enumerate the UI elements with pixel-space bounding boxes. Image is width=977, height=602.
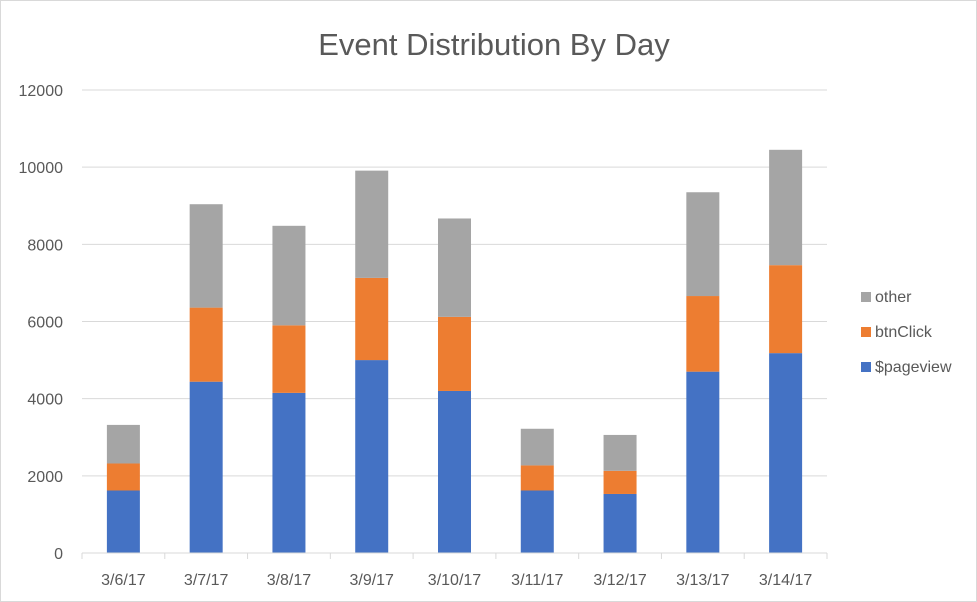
legend-swatch xyxy=(861,327,871,337)
bar-segment-btnclick xyxy=(438,316,471,391)
bar-segment-btnclick xyxy=(355,277,389,361)
x-tick-label: 3/14/17 xyxy=(759,572,812,589)
x-tick-label: 3/13/17 xyxy=(676,572,729,589)
bar-segment-other xyxy=(603,434,637,471)
legend: other btnClick $pageview xyxy=(861,289,952,376)
legend-label: $pageview xyxy=(875,359,952,376)
bar-segment-btnclick xyxy=(603,470,637,494)
y-axis-ticks: 0 2000 4000 6000 8000 10000 12000 xyxy=(19,83,64,563)
bar-segment-btnclick xyxy=(686,296,720,372)
x-axis xyxy=(81,552,828,559)
bar-segment-btnclick xyxy=(272,325,306,393)
bar-segment-other xyxy=(769,149,803,266)
chart-title: Event Distribution By Day xyxy=(318,27,670,62)
x-tick-label: 3/9/17 xyxy=(349,572,394,589)
x-tick-label: 3/7/17 xyxy=(184,572,229,589)
bar-segment-other xyxy=(355,170,389,278)
y-tick-label: 2000 xyxy=(27,469,63,486)
bar-segment-pageview xyxy=(106,490,140,553)
bar-segment-other xyxy=(686,192,720,297)
bar-segment-other xyxy=(438,218,471,317)
bar-segment-pageview xyxy=(272,392,306,553)
y-tick-label: 12000 xyxy=(19,83,64,100)
bar-segment-other xyxy=(520,428,554,466)
x-axis-ticks: 3/6/17 3/7/17 3/8/17 3/9/17 3/10/17 3/11/17 3/… xyxy=(101,572,812,589)
y-tick-label: 10000 xyxy=(19,160,64,177)
y-tick-label: 6000 xyxy=(27,315,63,332)
x-tick-label: 3/10/17 xyxy=(428,572,481,589)
legend-label: other xyxy=(875,289,912,306)
legend-label: btnClick xyxy=(875,324,933,341)
bar-segment-btnclick xyxy=(189,307,223,382)
bar-segment-pageview xyxy=(769,353,803,553)
bar-segment-other xyxy=(272,225,306,326)
x-tick-label: 3/12/17 xyxy=(593,572,646,589)
bar-segment-pageview xyxy=(355,360,389,553)
bar-segment-pageview xyxy=(438,390,471,553)
bars xyxy=(106,149,803,553)
x-tick-label: 3/8/17 xyxy=(267,572,312,589)
bar-segment-pageview xyxy=(603,493,637,553)
y-tick-label: 4000 xyxy=(27,392,63,409)
bar-segment-pageview xyxy=(189,381,223,553)
bar-segment-btnclick xyxy=(520,465,554,491)
bar-segment-pageview xyxy=(686,371,720,553)
legend-swatch xyxy=(861,362,871,372)
bar-segment-pageview xyxy=(520,490,554,553)
bar-segment-btnclick xyxy=(106,463,140,491)
y-tick-label: 8000 xyxy=(27,237,63,254)
bar-segment-other xyxy=(106,424,140,464)
x-tick-label: 3/6/17 xyxy=(101,572,146,589)
bar-segment-btnclick xyxy=(769,265,803,354)
x-tick-label: 3/11/17 xyxy=(511,572,563,589)
legend-swatch xyxy=(861,292,871,302)
bar-segment-other xyxy=(189,204,223,308)
y-tick-label: 0 xyxy=(54,546,63,563)
